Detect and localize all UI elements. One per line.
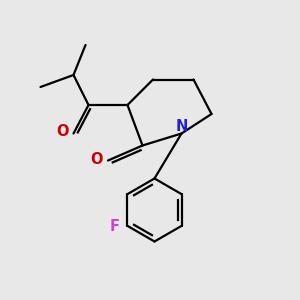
Text: N: N [175,119,188,134]
Text: O: O [56,124,68,140]
Text: O: O [90,152,103,166]
Text: F: F [110,219,120,234]
